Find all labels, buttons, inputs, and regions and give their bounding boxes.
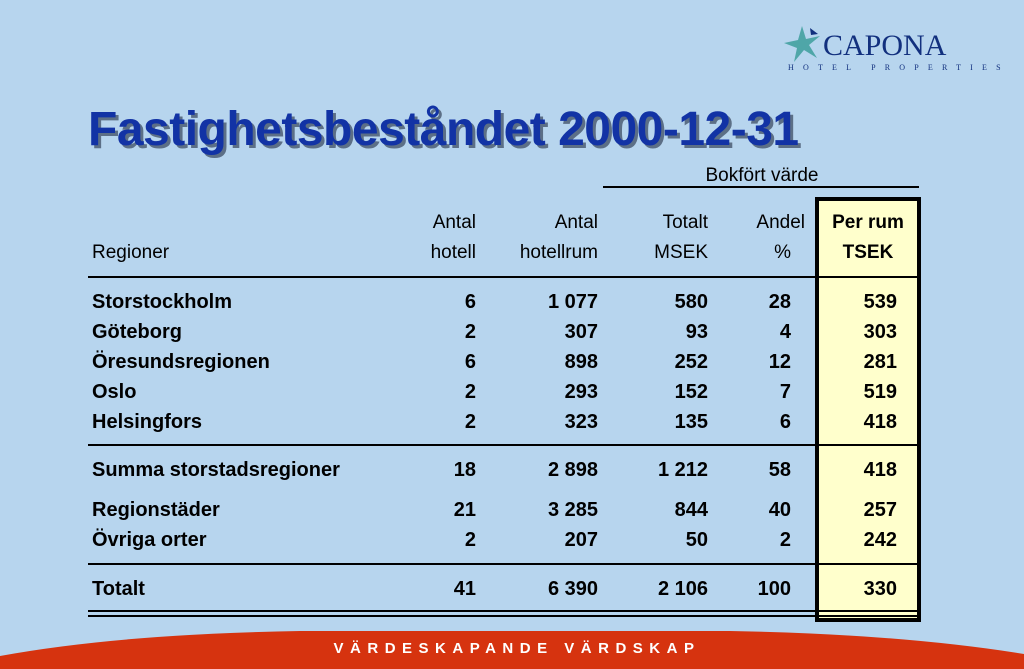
cell-per-room: 257 [863, 499, 897, 521]
cell-total: 252 [674, 351, 708, 373]
cell-region: Oslo [92, 381, 137, 403]
cell-rooms: 323 [564, 411, 598, 433]
cell-share: 12 [768, 351, 791, 373]
cell-region: Helsingfors [92, 411, 203, 433]
cell-per-room: 303 [863, 321, 897, 343]
cell-per-room: 418 [863, 459, 897, 481]
bottom-rule-1 [88, 610, 920, 612]
col-header-per-room-2: TSEK [842, 242, 894, 263]
col-header-rooms-2: hotellrum [519, 242, 598, 263]
cell-hotels: 18 [453, 459, 476, 481]
col-header-region: Regioner [92, 242, 170, 263]
bottom-rule-2 [88, 615, 920, 617]
col-header-hotels-2: hotell [430, 242, 476, 263]
group-header-rule [603, 186, 919, 188]
cell-total: 135 [674, 411, 708, 433]
cell-region: Summa storstadsregioner [92, 459, 340, 481]
cell-per-room: 418 [863, 411, 897, 433]
col-header-share-2: % [774, 242, 791, 263]
cell-per-room: 242 [863, 529, 897, 551]
cell-per-room: 330 [863, 578, 897, 600]
logo-wordmark: CAPONA [823, 29, 947, 62]
subtotal-rule [88, 444, 920, 446]
cell-region: Öresundsregionen [92, 351, 270, 373]
cell-region: Göteborg [92, 321, 182, 343]
cell-total: 844 [674, 499, 708, 521]
cell-hotels: 2 [464, 321, 476, 343]
header-rule [88, 276, 920, 278]
cell-region: Totalt [92, 578, 145, 600]
cell-hotels: 6 [464, 291, 476, 313]
cell-hotels: 2 [464, 381, 476, 403]
cell-per-room: 539 [863, 291, 897, 313]
cell-share: 7 [779, 381, 791, 403]
cell-total: 50 [685, 529, 708, 551]
cell-rooms: 3 285 [547, 499, 598, 521]
total-rule [88, 563, 920, 565]
cell-total: 152 [674, 381, 708, 403]
cell-rooms: 2 898 [547, 459, 598, 481]
cell-rooms: 207 [564, 529, 598, 551]
cell-region: Övriga orter [92, 529, 207, 551]
cell-per-room: 519 [863, 381, 897, 403]
cell-hotels: 2 [464, 529, 476, 551]
footer-slogan: VÄRDESKAPANDE VÄRDSKAP [333, 640, 701, 657]
cell-share: 40 [768, 499, 791, 521]
cell-total: 580 [674, 291, 708, 313]
cell-share: 2 [779, 529, 791, 551]
cell-share: 4 [779, 321, 791, 343]
cell-total: 93 [685, 321, 708, 343]
per-room-highlight [815, 197, 921, 622]
cell-hotels: 6 [464, 351, 476, 373]
cell-region: Storstockholm [92, 291, 233, 313]
col-header-per-room-1: Per rum [832, 212, 904, 233]
page-title: Fastighetsbeståndet 2000-12-31 [88, 103, 799, 156]
cell-region: Regionstäder [92, 499, 220, 521]
cell-rooms: 6 390 [547, 578, 598, 600]
cell-share: 100 [757, 578, 791, 600]
col-header-rooms-1: Antal [554, 212, 598, 233]
star-icon [784, 26, 820, 62]
col-header-total-1: Totalt [662, 212, 708, 233]
cell-share: 6 [779, 411, 791, 433]
col-header-hotels-1: Antal [432, 212, 476, 233]
cell-total: 2 106 [657, 578, 708, 600]
cell-share: 58 [768, 459, 791, 481]
cell-per-room: 281 [863, 351, 897, 373]
logo-tagline: HOTEL PROPERTIES [788, 63, 1010, 72]
cell-share: 28 [768, 291, 791, 313]
col-header-total-2: MSEK [654, 242, 708, 263]
cell-rooms: 1 077 [547, 291, 598, 313]
cell-rooms: 293 [564, 381, 598, 403]
cell-hotels: 21 [453, 499, 476, 521]
cell-hotels: 2 [464, 411, 476, 433]
capona-logo: CAPONA HOTEL PROPERTIES [784, 26, 1001, 74]
cell-rooms: 307 [564, 321, 598, 343]
group-header: Bokfört värde [705, 165, 819, 186]
cell-total: 1 212 [657, 459, 708, 481]
cell-hotels: 41 [453, 578, 476, 600]
col-header-share-1: Andel [756, 212, 805, 233]
footer-band [0, 631, 1024, 669]
cell-rooms: 898 [564, 351, 598, 373]
